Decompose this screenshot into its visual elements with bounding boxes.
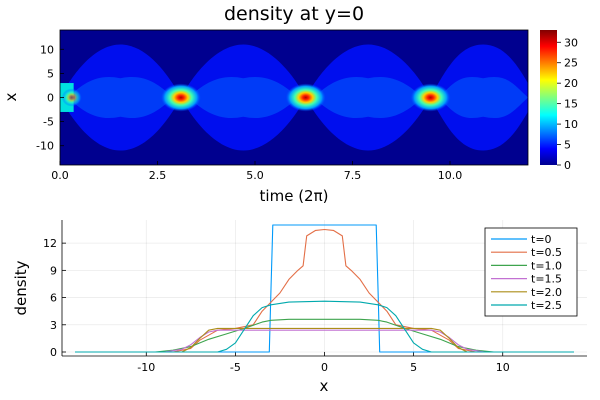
heatmap-x-ticks: 0.0 2.5 5.0 7.5 10.0	[51, 161, 462, 182]
heatmap-y-tick-label: -5	[43, 116, 54, 129]
series-line-t-2-5	[75, 300, 574, 353]
line-y-tick-label: 9	[50, 264, 57, 277]
line-y-tick-label: 0	[50, 346, 57, 359]
line-y-axis-label: density	[12, 260, 30, 315]
line-x-tick-label: -10	[137, 361, 155, 374]
heatmap-y-tick-label: 10	[40, 43, 54, 56]
colorbar-tick-label: 20	[564, 77, 578, 90]
series-line-t-0	[75, 224, 574, 353]
heatmap-y-tick-label: 0	[47, 92, 54, 105]
heatmap-focus-spot	[285, 83, 326, 112]
heatmap-y-tick-label: -10	[36, 140, 54, 153]
heatmap-x-tick-label: 10.0	[438, 169, 463, 182]
heatmap-lobe-core	[438, 76, 528, 119]
heatmap-panel: density at y=0 0.0 2.5 5.0 7.5 10.0 10 5 0 -5 -1…	[2, 3, 578, 205]
legend-label: t=1.5	[531, 273, 562, 286]
legend: t=0t=0.5t=1.0t=1.5t=2.0t=2.5	[484, 227, 578, 317]
heatmap-density-layers	[60, 44, 528, 151]
colorbar-tick-label: 25	[564, 57, 578, 70]
heatmap-focus-spot	[160, 83, 201, 112]
series-line-t-1-0	[75, 318, 574, 353]
heatmap-y-tick-label: 5	[47, 67, 54, 80]
line-x-tick-label: -5	[230, 361, 241, 374]
colorbar-tick-label: 5	[564, 139, 571, 152]
line-y-ticks: 0 3 6 9 12	[43, 237, 66, 359]
line-y-tick-label: 3	[50, 319, 57, 332]
colorbar-tick-label: 0	[564, 159, 571, 172]
colorbar-tick-label: 15	[564, 98, 578, 111]
colorbar-ticks: 0 5 10 15 20 25 30	[557, 36, 578, 172]
heatmap-x-axis-label: time (2π)	[260, 187, 329, 205]
heatmap-lobe-core	[67, 76, 174, 119]
line-panel: -10 -5 0 5 10 0 3 6 9 12 x density t=0t=0.5t=1.0…	[12, 220, 587, 395]
heatmap-y-ticks: 10 5 0 -5 -10	[36, 43, 64, 153]
line-x-tick-label: 5	[410, 361, 417, 374]
line-x-ticks: -10 -5 0 5 10	[137, 352, 510, 374]
legend-box	[484, 227, 578, 317]
heatmap-lobe-core	[188, 76, 298, 119]
heatmap-focus-spot	[410, 83, 451, 112]
heatmap-title: density at y=0	[224, 3, 364, 25]
heatmap-x-tick-label: 0.0	[51, 169, 69, 182]
legend-items: t=0t=0.5t=1.0t=1.5t=2.0t=2.5	[491, 233, 562, 312]
heatmap-x-tick-label: 7.5	[344, 169, 362, 182]
line-x-axis-label: x	[320, 377, 329, 395]
legend-label: t=2.5	[531, 299, 562, 312]
heatmap-y-axis-label: x	[2, 92, 20, 101]
heatmap-focus-spot	[61, 88, 82, 107]
heatmap-plot-area	[60, 30, 528, 165]
line-x-tick-label: 0	[321, 361, 328, 374]
colorbar: 0 5 10 15 20 25 30	[540, 30, 578, 172]
colorbar-tick-label: 10	[564, 118, 578, 131]
legend-label: t=1.0	[531, 259, 562, 272]
colorbar-gradient	[540, 30, 557, 165]
legend-label: t=0.5	[531, 246, 562, 259]
heatmap-x-tick-label: 2.5	[149, 169, 167, 182]
line-y-tick-label: 12	[43, 237, 57, 250]
colorbar-tick-label: 30	[564, 36, 578, 49]
series-line-t-2-0	[75, 327, 574, 353]
legend-label: t=0	[531, 233, 552, 246]
series-line-t-1-5	[75, 329, 574, 353]
line-y-tick-label: 6	[50, 292, 57, 305]
line-x-tick-label: 10	[496, 361, 510, 374]
heatmap-x-tick-label: 5.0	[246, 169, 264, 182]
heatmap-lobe-core	[313, 76, 423, 119]
line-series	[75, 224, 574, 353]
legend-label: t=2.0	[531, 286, 562, 299]
